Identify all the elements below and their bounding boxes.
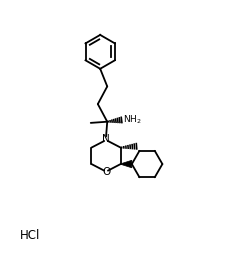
Text: O: O: [102, 167, 110, 177]
Text: HCl: HCl: [20, 229, 41, 242]
Text: N: N: [102, 134, 110, 144]
Polygon shape: [121, 160, 132, 168]
Text: NH$_2$: NH$_2$: [124, 113, 142, 126]
